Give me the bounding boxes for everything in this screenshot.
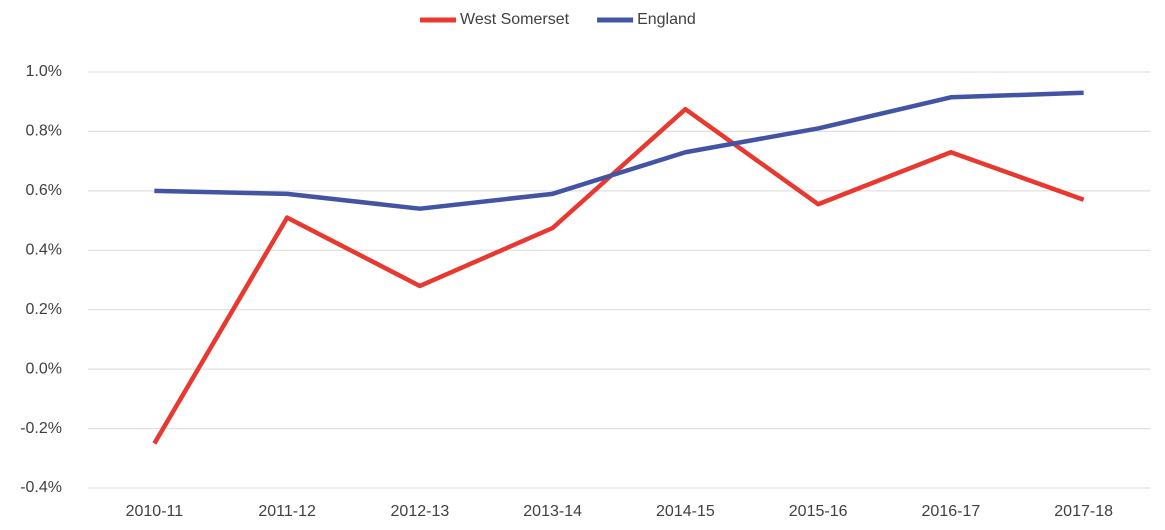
series-line [154,90,1084,211]
legend-label: West Somerset [460,11,570,28]
y-tick-label: 0.8% [26,123,62,140]
x-tick-label: 2013-14 [523,503,582,520]
x-tick-label: 2015-16 [789,503,848,520]
y-tick-label: 0.6% [26,182,62,199]
y-tick-label: 0.0% [26,360,62,377]
x-tick-label: 2011-12 [258,503,316,520]
y-tick-label: -0.4% [20,479,62,496]
y-tick-label: 0.2% [26,301,62,318]
x-tick-label: 2012-13 [391,503,450,520]
x-tick-label: 2017-18 [1054,503,1113,520]
x-tick-label: 2016-17 [922,503,981,520]
y-tick-label: 1.0% [26,63,62,80]
series-line [152,106,1085,445]
y-tick-label: -0.2% [20,420,62,437]
x-tick-label: 2010-11 [126,503,184,520]
y-tick-label: 0.4% [26,242,62,259]
x-tick-label: 2014-15 [656,503,715,520]
legend-label: England [637,11,696,28]
